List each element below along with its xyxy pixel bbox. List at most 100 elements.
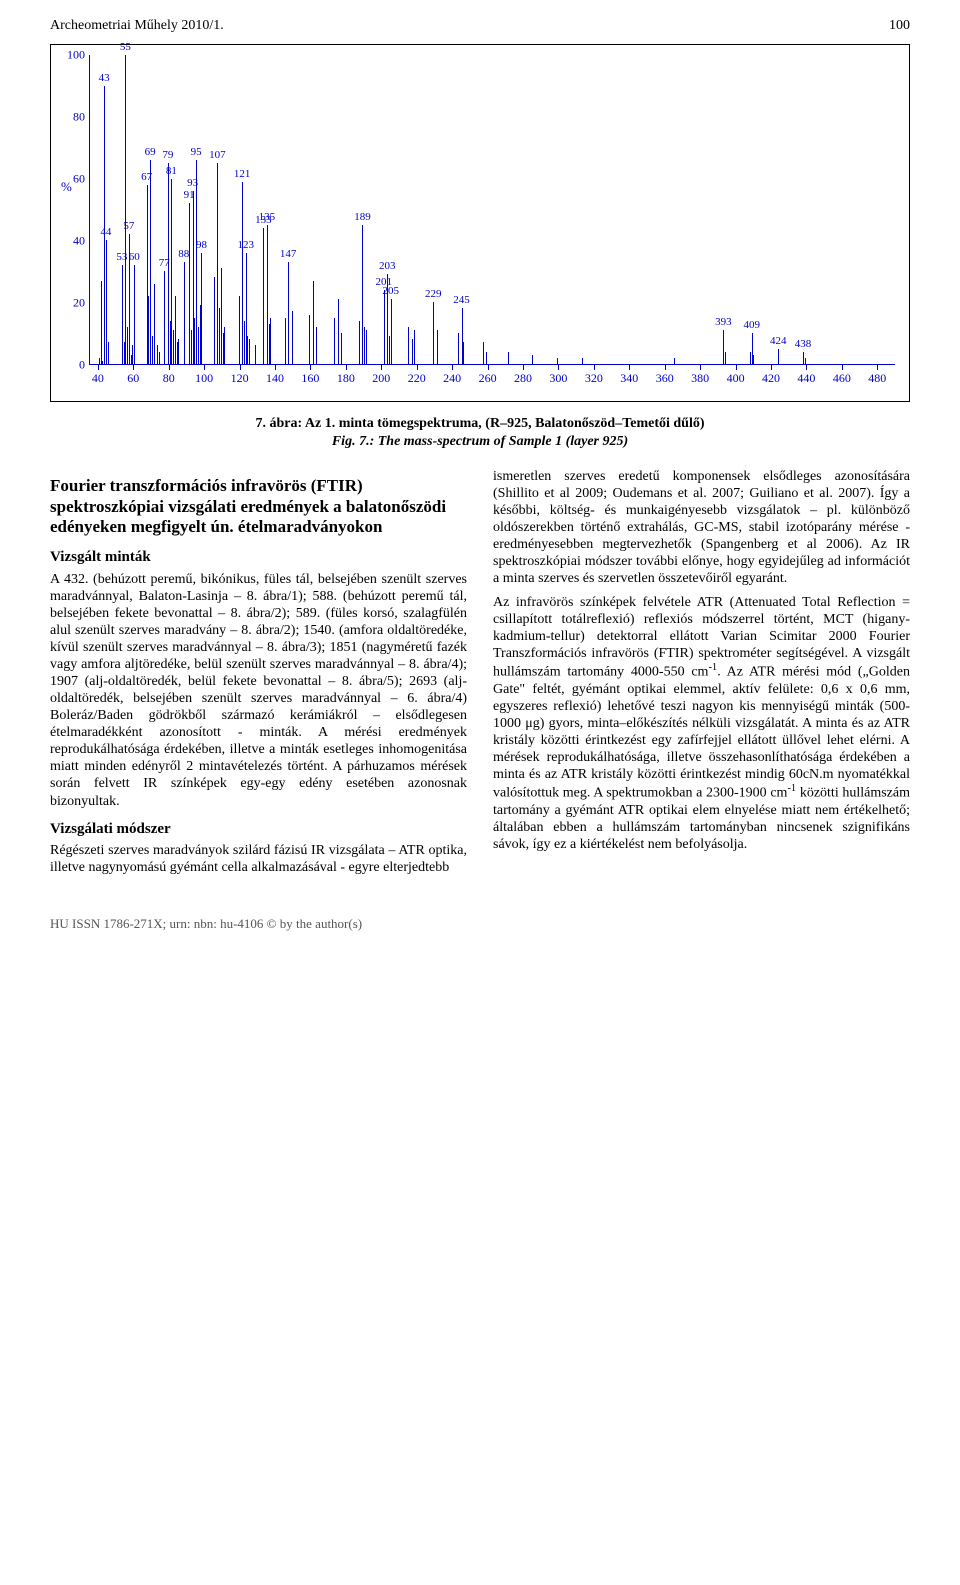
peak-label: 60 xyxy=(129,251,140,263)
section-heading-ftir: Fourier transzformációs infravörös (FTIR… xyxy=(50,476,467,538)
peak-label: 424 xyxy=(770,335,787,347)
figure-caption: 7. ábra: Az 1. minta tömegspektruma, (R–… xyxy=(50,416,910,450)
x-tick-label: 200 xyxy=(372,371,390,386)
spectrum-peak xyxy=(483,342,484,364)
x-tick-label: 380 xyxy=(691,371,709,386)
peak-label: 69 xyxy=(145,146,156,158)
plot-area: 4344535557606769777981889193959810712112… xyxy=(89,55,895,365)
caption-line-1: 7. ábra: Az 1. minta tömegspektruma, (R–… xyxy=(255,416,704,431)
spectrum-peak xyxy=(725,352,726,364)
y-axis: % 020406080100 xyxy=(59,55,89,365)
x-tick-label: 320 xyxy=(585,371,603,386)
x-tick-label: 160 xyxy=(301,371,319,386)
peak-label: 409 xyxy=(743,319,760,331)
x-tick-label: 120 xyxy=(231,371,249,386)
spectrum-peak xyxy=(159,352,160,364)
x-tick-label: 180 xyxy=(337,371,355,386)
spectrum-peak xyxy=(309,315,310,364)
peak-label: 229 xyxy=(425,288,442,300)
spectrum-peak xyxy=(292,311,293,364)
spectrum-peak xyxy=(334,318,335,364)
peak-label: 107 xyxy=(209,149,226,161)
peak-label: 123 xyxy=(237,239,254,251)
x-tick-label: 100 xyxy=(195,371,213,386)
x-tick-label: 40 xyxy=(92,371,104,386)
y-tick-label: 100 xyxy=(67,48,85,63)
peak-label: 95 xyxy=(191,146,202,158)
spectrum-peak xyxy=(134,265,135,364)
spectrum-peak xyxy=(154,284,155,364)
x-tick-label: 400 xyxy=(727,371,745,386)
peak-label: 135 xyxy=(259,211,276,223)
spectrum-peak xyxy=(201,253,202,364)
peak-label: 79 xyxy=(162,149,173,161)
spectrum-peak xyxy=(391,299,392,364)
spectrum-peak xyxy=(408,327,409,364)
spectrum-peak xyxy=(125,55,126,364)
x-tick-label: 300 xyxy=(549,371,567,386)
peak-label: 205 xyxy=(383,285,400,297)
peak-label: 245 xyxy=(453,294,470,306)
y-unit-label: % xyxy=(61,179,72,195)
spectrum-peak xyxy=(285,318,286,364)
spectrum-peak xyxy=(316,327,317,364)
spectrum-peak xyxy=(582,358,583,364)
y-tick-label: 60 xyxy=(73,172,85,187)
spectrum-peak xyxy=(508,352,509,364)
peak-label: 98 xyxy=(196,239,207,251)
x-tick-label: 80 xyxy=(163,371,175,386)
paragraph-method-1: Régészeti szerves maradványok szilárd fá… xyxy=(50,842,467,876)
spectrum-peak xyxy=(288,262,289,364)
y-tick-label: 40 xyxy=(73,234,85,249)
x-tick-label: 440 xyxy=(797,371,815,386)
spectrum-peak xyxy=(805,358,806,364)
peak-label: 121 xyxy=(234,168,251,180)
spectrum-peak xyxy=(674,358,675,364)
peak-label: 438 xyxy=(795,338,812,350)
peak-label: 189 xyxy=(354,211,371,223)
body-columns: Fourier transzformációs infravörös (FTIR… xyxy=(50,468,910,876)
spectrum-peak xyxy=(366,330,367,364)
page-footer: HU ISSN 1786-271X; urn: nbn: hu-4106 © b… xyxy=(50,916,910,932)
spectrum-peak xyxy=(108,342,109,364)
x-tick-label: 260 xyxy=(479,371,497,386)
peak-label: 57 xyxy=(123,220,134,232)
spectrum-peak xyxy=(458,333,459,364)
subsection-heading-method: Vizsgálati módszer xyxy=(50,820,467,838)
spectrum-peak xyxy=(184,262,185,364)
subsection-heading-samples: Vizsgált minták xyxy=(50,548,467,566)
y-tick-label: 20 xyxy=(73,296,85,311)
spectrum-peak xyxy=(263,228,264,364)
spectrum-peak xyxy=(384,290,385,364)
spectrum-peak xyxy=(486,352,487,364)
spectrum-peak xyxy=(463,342,464,364)
y-tick-label: 80 xyxy=(73,110,85,125)
y-tick-label: 0 xyxy=(79,358,85,373)
paragraph-method-3: Az infravörös színképek felvétele ATR (A… xyxy=(493,594,910,853)
spectrum-peak xyxy=(224,327,225,364)
x-tick-label: 240 xyxy=(443,371,461,386)
spectrum-peak xyxy=(359,321,360,364)
spectrum-peak xyxy=(437,330,438,364)
x-tick-label: 340 xyxy=(620,371,638,386)
spectrum-peak xyxy=(778,349,779,364)
peak-label: 43 xyxy=(99,72,110,84)
spectrum-peak xyxy=(557,358,558,364)
paragraph-method-2: ismeretlen szerves eredetű komponensek e… xyxy=(493,468,910,588)
peak-label: 393 xyxy=(715,316,732,328)
x-tick-label: 140 xyxy=(266,371,284,386)
x-axis: 4060801001201401601802002202402602803003… xyxy=(89,365,895,395)
spectrum-peak xyxy=(341,333,342,364)
caption-line-2: Fig. 7.: The mass-spectrum of Sample 1 (… xyxy=(332,434,628,449)
x-tick-label: 480 xyxy=(868,371,886,386)
spectrum-peak xyxy=(313,281,314,364)
page-header: Archeometriai Műhely 2010/1. 100 xyxy=(50,18,910,34)
spectrum-peak xyxy=(414,330,415,364)
spectrum-peak xyxy=(338,299,339,364)
x-tick-label: 460 xyxy=(833,371,851,386)
spectrum-peak xyxy=(164,271,165,364)
spectrum-chart-container: % 020406080100 4344535557606769777981889… xyxy=(50,44,910,402)
peak-label: 147 xyxy=(280,248,297,260)
spectrum-peak xyxy=(255,345,256,364)
x-tick-label: 420 xyxy=(762,371,780,386)
